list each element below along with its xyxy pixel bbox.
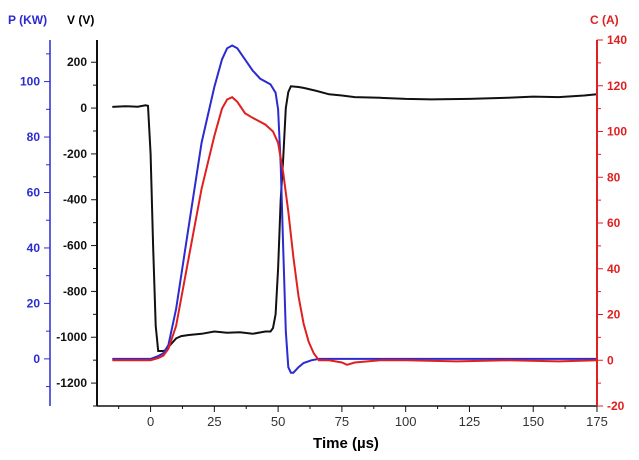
v-tick-label: -800 bbox=[63, 284, 87, 298]
x-axis-label: Time (µs) bbox=[313, 435, 379, 452]
x-tick-label: 25 bbox=[207, 414, 221, 429]
c-axis-label: C (A) bbox=[590, 13, 619, 27]
v-tick-label: 0 bbox=[80, 101, 87, 115]
p-tick-label: 0 bbox=[33, 352, 40, 366]
p-tick-label: 80 bbox=[27, 130, 41, 144]
v-axis-label: V (V) bbox=[67, 13, 94, 27]
x-tick-label: 100 bbox=[395, 414, 417, 429]
c-tick-label: 40 bbox=[607, 262, 621, 276]
v-tick-label: 200 bbox=[67, 55, 87, 69]
v-tick-label: -600 bbox=[63, 239, 87, 253]
series-line-p bbox=[112, 44, 597, 374]
x-tick-label: 125 bbox=[459, 414, 481, 429]
c-tick-label: 120 bbox=[607, 79, 627, 93]
c-tick-label: 60 bbox=[607, 216, 621, 230]
x-tick-label: 175 bbox=[586, 414, 608, 429]
p-axis-label: P (KW) bbox=[8, 13, 47, 27]
c-tick-label: 100 bbox=[607, 125, 627, 139]
v-tick-label: -200 bbox=[63, 147, 87, 161]
p-tick-label: 40 bbox=[27, 241, 41, 255]
p-tick-label: 60 bbox=[27, 186, 41, 200]
p-tick-label: 100 bbox=[20, 75, 40, 89]
c-tick-label: -20 bbox=[607, 399, 625, 413]
v-tick-label: -400 bbox=[63, 193, 87, 207]
c-tick-label: 20 bbox=[607, 308, 621, 322]
c-tick-label: 0 bbox=[607, 353, 614, 367]
x-tick-label: 0 bbox=[147, 414, 154, 429]
c-tick-label: 80 bbox=[607, 170, 621, 184]
series-line-c bbox=[112, 96, 598, 366]
v-tick-label: -1200 bbox=[56, 376, 87, 390]
x-tick-label: 75 bbox=[335, 414, 349, 429]
v-tick-label: -1000 bbox=[56, 330, 87, 344]
c-tick-label: 140 bbox=[607, 33, 627, 47]
p-tick-label: 20 bbox=[27, 296, 41, 310]
series-line-v bbox=[112, 85, 598, 352]
x-tick-label: 150 bbox=[522, 414, 544, 429]
x-tick-label: 50 bbox=[271, 414, 285, 429]
